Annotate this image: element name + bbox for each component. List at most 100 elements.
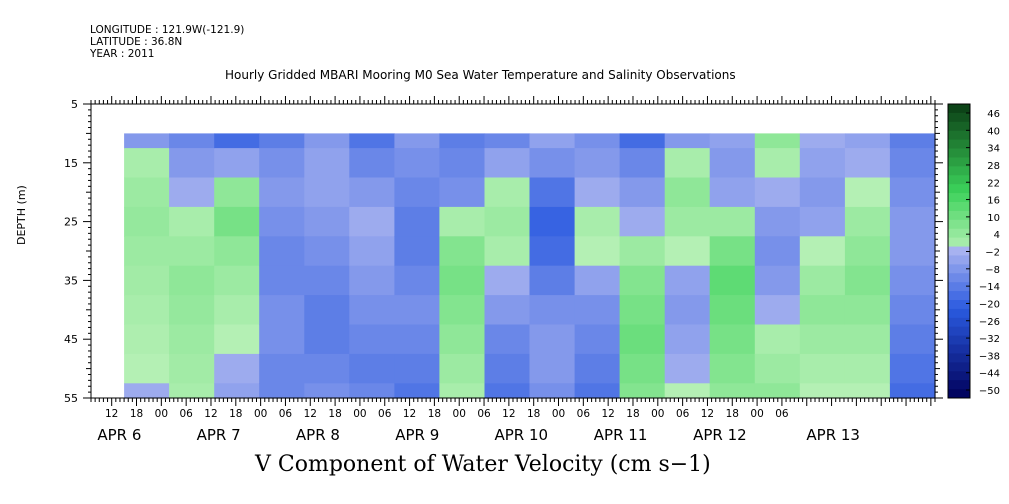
heatmap-cell [889, 383, 936, 399]
colorbar-swatch [948, 389, 970, 399]
heatmap-cell [529, 206, 576, 237]
x-hour-label: 12 [601, 408, 614, 420]
heatmap-cell [394, 295, 441, 326]
x-hour-label: 00 [353, 408, 366, 420]
colorbar-swatch [948, 353, 970, 363]
x-hour-label: 00 [453, 408, 466, 420]
heatmap-cell [439, 177, 486, 208]
heatmap-cell [619, 265, 666, 296]
heatmap-cell [394, 206, 441, 237]
longitude-label: LONGITUDE : 121.9W(-121.9) [90, 24, 245, 36]
heatmap-cell [169, 324, 215, 355]
heatmap-cell [754, 265, 801, 296]
heatmap-cell [889, 148, 936, 179]
heatmap-cell [304, 295, 350, 326]
colorbar-swatch [948, 344, 970, 354]
y-tick-label: 45 [64, 333, 78, 346]
x-day-label: APR 13 [806, 426, 860, 444]
x-hour-label: 18 [130, 408, 143, 420]
colorbar-swatch [948, 273, 970, 283]
heatmap-cell [394, 265, 441, 296]
heatmap-cell [439, 236, 486, 267]
heatmap-cell [529, 324, 576, 355]
heatmap-cell [664, 324, 711, 355]
x-hour-label: 18 [726, 408, 739, 420]
heatmap-cell [259, 295, 305, 326]
colorbar-swatch [948, 246, 970, 256]
colorbar-swatch [948, 362, 970, 372]
x-hour-label: 00 [254, 408, 267, 420]
heatmap-cell [259, 133, 305, 149]
colorbar-swatch [948, 121, 970, 132]
heatmap-cell [799, 353, 846, 384]
heatmap-cell [844, 236, 891, 267]
colorbar-label: 46 [987, 109, 1000, 120]
heatmap-cell [709, 383, 756, 399]
heatmap-cell [124, 353, 170, 384]
heatmap-cell [214, 177, 260, 208]
heatmap-cell [169, 265, 215, 296]
colorbar-label: −20 [979, 299, 1000, 310]
colorbar-swatch [948, 210, 970, 221]
colorbar-swatch [948, 193, 970, 203]
heatmap-cell [394, 133, 441, 149]
heatmap-cell [889, 295, 936, 326]
heatmap-cell [664, 295, 711, 326]
y-tick-label: 15 [64, 157, 78, 170]
heatmap-cell [844, 177, 891, 208]
colorbar-swatch [948, 308, 970, 319]
heatmap-cell [844, 206, 891, 237]
x-hour-label: 00 [552, 408, 565, 420]
heatmap-cell [124, 133, 170, 149]
heatmap-cell [349, 177, 395, 208]
heatmap-cell [124, 206, 170, 237]
heatmap-cell [484, 206, 531, 237]
heatmap-cell [349, 206, 395, 237]
heatmap-cell [304, 324, 350, 355]
heatmap-cell [439, 148, 486, 179]
heatmap-cell [304, 177, 350, 208]
heatmap-cell [439, 133, 486, 149]
heatmap-cell [169, 353, 215, 384]
colorbar-label: 22 [987, 178, 1000, 189]
heatmap-cell [529, 353, 576, 384]
heatmap-cell [799, 148, 846, 179]
heatmap-cell [889, 206, 936, 237]
heatmap-cell [394, 236, 441, 267]
heatmap-cell [799, 383, 846, 399]
heatmap-cell [259, 206, 305, 237]
heatmap-cell [394, 383, 441, 399]
heatmap-cell [349, 148, 395, 179]
heatmap-cell [304, 265, 350, 296]
x-hour-label: 06 [378, 408, 392, 420]
x-hour-label: 00 [651, 408, 664, 420]
x-hour-label: 12 [502, 408, 515, 420]
x-hour-label: 06 [676, 408, 690, 420]
colorbar-label: 16 [987, 196, 1000, 207]
colorbar-label: −2 [985, 248, 1000, 259]
colorbar-swatch [948, 326, 970, 337]
heatmap-cell [574, 236, 621, 267]
heatmap-cell [754, 383, 801, 399]
colorbar-swatch [948, 317, 970, 328]
x-hour-label: 18 [229, 408, 242, 420]
x-hour-label: 06 [279, 408, 293, 420]
heatmap-cell [799, 177, 846, 208]
heatmap-cell [259, 177, 305, 208]
heatmap-cell [844, 265, 891, 296]
colorbar-swatch [948, 335, 970, 346]
x-hour-label: 12 [105, 408, 118, 420]
heatmap-cell [169, 206, 215, 237]
x-hour-label: 00 [155, 408, 168, 420]
x-hour-label: 06 [775, 408, 789, 420]
heatmap-cell [439, 353, 486, 384]
heatmap-cell [169, 383, 215, 399]
heatmap-cell [484, 177, 531, 208]
colorbar-label: −32 [979, 334, 1000, 345]
heatmap-cells [124, 133, 936, 399]
heatmap-cell [574, 177, 621, 208]
x-axis: 12 18 00 06 12 18 00 06 12 18 00 06 12 18 00 06 12 18 00 06… [90, 96, 936, 444]
heatmap-cell [304, 148, 350, 179]
heatmap-cell [259, 236, 305, 267]
